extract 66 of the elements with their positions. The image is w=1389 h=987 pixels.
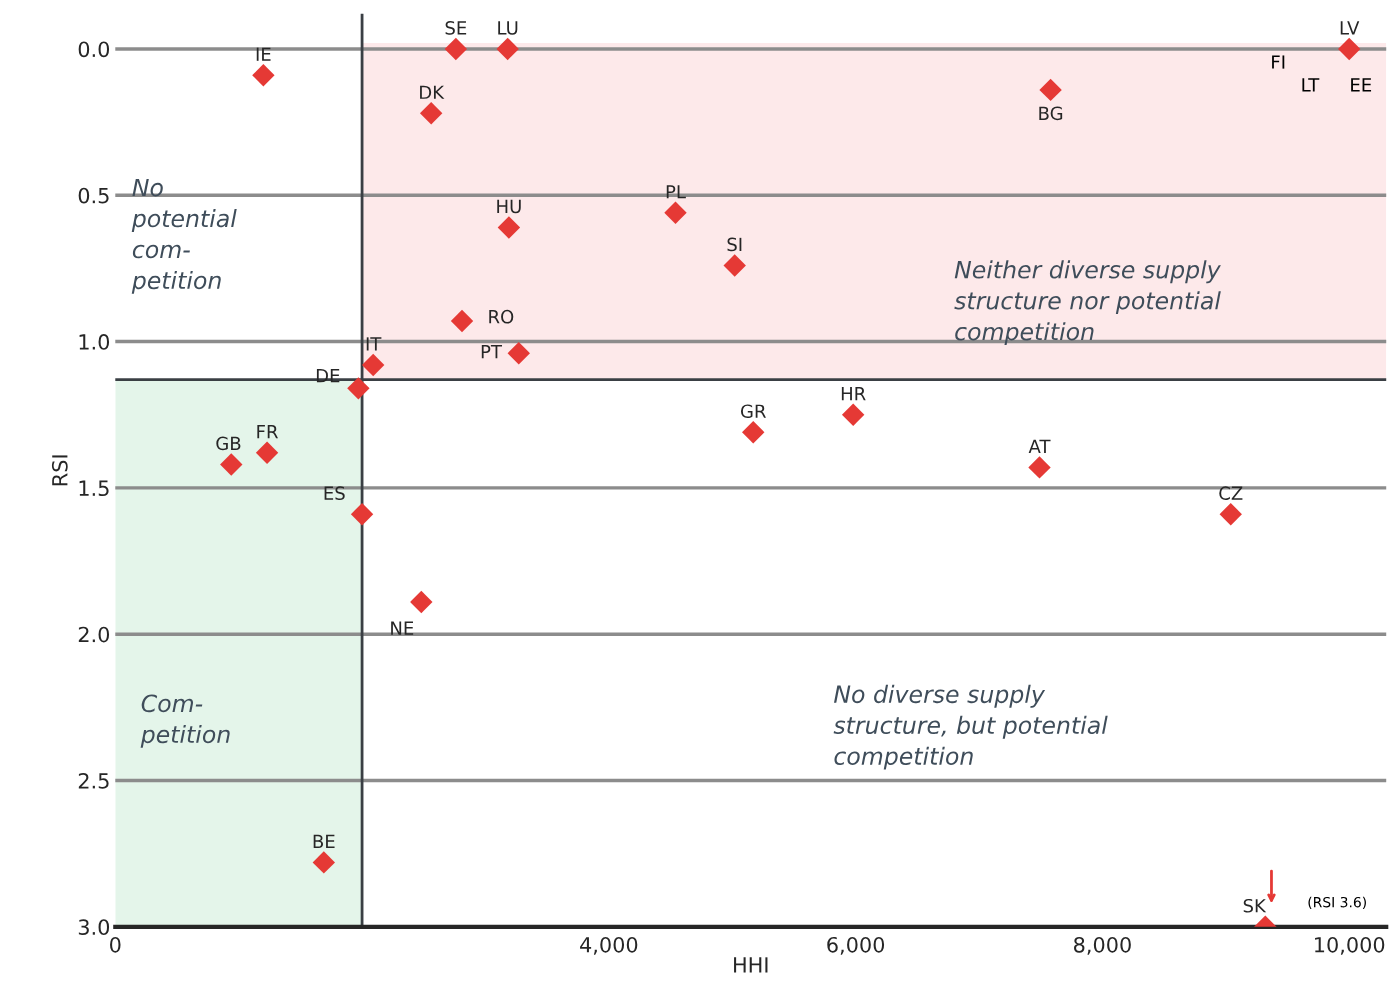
annotation: Com- petition bbox=[140, 694, 230, 748]
annotation: (RSI 3.6) bbox=[1308, 896, 1366, 910]
point bbox=[255, 441, 279, 464]
x-tick-label: 6,000 bbox=[827, 936, 885, 955]
annotation: HU bbox=[497, 199, 521, 214]
annotation: BE bbox=[313, 834, 335, 848]
y-tick-label: 0.5 bbox=[78, 187, 109, 204]
point bbox=[742, 421, 765, 444]
y-tick-label: 1.0 bbox=[79, 334, 110, 350]
annotation: SK bbox=[1243, 898, 1267, 913]
annotation: FR bbox=[257, 425, 279, 439]
point bbox=[220, 453, 243, 476]
annotation: FI bbox=[1272, 55, 1285, 69]
annotation: LV bbox=[1340, 21, 1360, 35]
annotation: GR bbox=[740, 404, 766, 419]
annotation: RO bbox=[489, 309, 514, 324]
annotation: HR bbox=[841, 387, 866, 401]
annotation: GB bbox=[216, 436, 241, 451]
annotation: EE bbox=[1351, 78, 1372, 92]
annotation: No diverse supply structure, but potential competition bbox=[833, 684, 1108, 770]
annotation: No potential com- petition bbox=[131, 178, 237, 294]
annotation: SE bbox=[445, 21, 467, 35]
annotation: BG bbox=[1039, 106, 1063, 121]
point bbox=[841, 403, 865, 426]
y-tick-label: 0.0 bbox=[78, 41, 110, 58]
point bbox=[507, 342, 530, 365]
annotation: LT bbox=[1302, 78, 1320, 92]
y-tick-label: 1.5 bbox=[79, 480, 109, 497]
point bbox=[419, 102, 443, 125]
annotation: LU bbox=[498, 21, 518, 35]
point bbox=[350, 503, 374, 526]
point bbox=[497, 216, 521, 239]
point bbox=[723, 254, 746, 277]
x-tick-label: 0 bbox=[110, 936, 121, 953]
annotation: Neither diverse supply structure nor potential competition bbox=[954, 260, 1221, 346]
y-tick-label: 2.5 bbox=[78, 772, 109, 789]
annotation: IT bbox=[366, 337, 382, 351]
annotation: ES bbox=[324, 486, 345, 500]
point bbox=[361, 353, 385, 377]
y-axis-title: RSI bbox=[51, 455, 68, 486]
point bbox=[410, 590, 433, 614]
point bbox=[496, 37, 519, 61]
point bbox=[1039, 78, 1062, 102]
annotation: PT bbox=[481, 345, 503, 359]
annotation: DK bbox=[420, 85, 445, 99]
x-tick-label: 10,000 bbox=[1315, 936, 1385, 955]
annotation: SI bbox=[727, 237, 742, 252]
point bbox=[450, 309, 474, 333]
point bbox=[1219, 503, 1242, 526]
annotation: AT bbox=[1028, 439, 1051, 453]
point bbox=[1028, 456, 1051, 479]
annotation: NE bbox=[391, 621, 414, 635]
point bbox=[312, 851, 336, 874]
point bbox=[252, 64, 275, 87]
x-axis-title: HHI bbox=[734, 957, 768, 973]
y-tick-label: 3.0 bbox=[78, 919, 110, 935]
point bbox=[444, 37, 468, 61]
point bbox=[664, 201, 687, 224]
annotation: CZ bbox=[1219, 486, 1243, 500]
annotation: PL bbox=[666, 185, 686, 199]
point bbox=[347, 377, 370, 400]
y-tick-label: 2.0 bbox=[78, 626, 110, 643]
x-tick-label: 4,000 bbox=[580, 936, 638, 955]
x-tick-label: 8,000 bbox=[1074, 936, 1131, 955]
annotation: IE bbox=[256, 47, 271, 61]
point bbox=[1338, 37, 1361, 61]
